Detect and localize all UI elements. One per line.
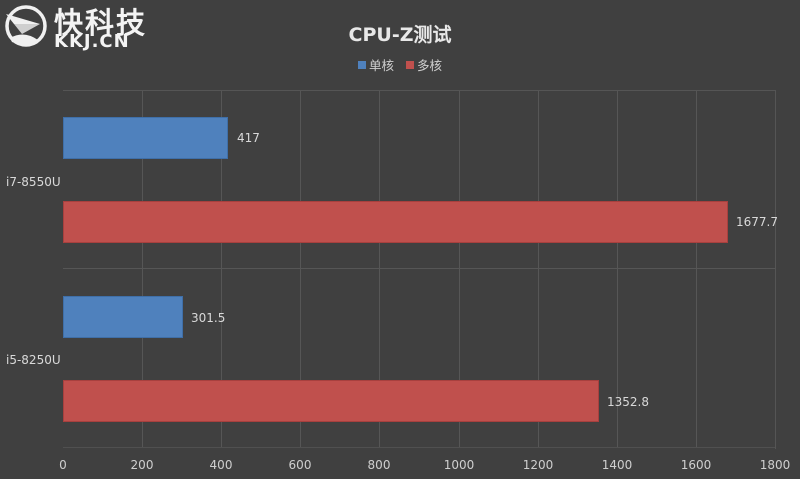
bar-i7-single	[63, 117, 228, 159]
gridline	[221, 90, 222, 448]
x-tick: 800	[367, 458, 391, 472]
plot-area	[63, 90, 776, 449]
bar-i5-multi	[63, 380, 599, 422]
category-separator	[63, 268, 775, 269]
legend-label: 单核	[368, 58, 394, 73]
data-label: 301.5	[191, 311, 226, 325]
legend-label: 多核	[417, 58, 443, 73]
chart-title: CPU-Z测试	[348, 24, 452, 46]
bar-i5-single	[63, 296, 183, 338]
gridline	[300, 90, 301, 448]
x-tick: 600	[288, 458, 312, 472]
x-axis-line	[63, 447, 775, 448]
x-tick: 200	[130, 458, 154, 472]
x-tick: 1000	[443, 458, 475, 472]
logo-text-cn: 快科技	[54, 6, 148, 40]
legend-item-multi: 多核	[406, 55, 442, 74]
x-tick: 1400	[601, 458, 633, 472]
logo-text-en: KKJ.CN	[54, 31, 130, 52]
x-tick: 1600	[680, 458, 712, 472]
x-tick: 1800	[759, 458, 791, 472]
gridline	[538, 90, 539, 448]
data-label: 1677.7	[736, 215, 778, 229]
gridline	[617, 90, 618, 448]
gridline	[696, 90, 697, 448]
legend-item-single: 单核	[357, 55, 394, 74]
data-label: 417	[237, 131, 260, 145]
gridline	[379, 90, 380, 448]
data-label: 1352.8	[607, 395, 649, 409]
bar-i7-multi	[63, 201, 728, 243]
legend-swatch-blue	[357, 60, 366, 69]
category-label: i7-8550U	[6, 175, 61, 189]
x-tick: 1200	[522, 458, 554, 472]
paper-plane-logo-icon	[5, 5, 47, 47]
chart-legend: 单核 多核	[0, 55, 800, 74]
category-label: i5-8250U	[6, 353, 61, 367]
x-tick: 0	[59, 458, 67, 472]
x-tick: 400	[209, 458, 233, 472]
gridline	[142, 90, 143, 448]
legend-swatch-red	[406, 60, 414, 69]
gridline	[459, 90, 460, 448]
kkj-logo: 快科技 KKJ.CN	[4, 2, 194, 52]
